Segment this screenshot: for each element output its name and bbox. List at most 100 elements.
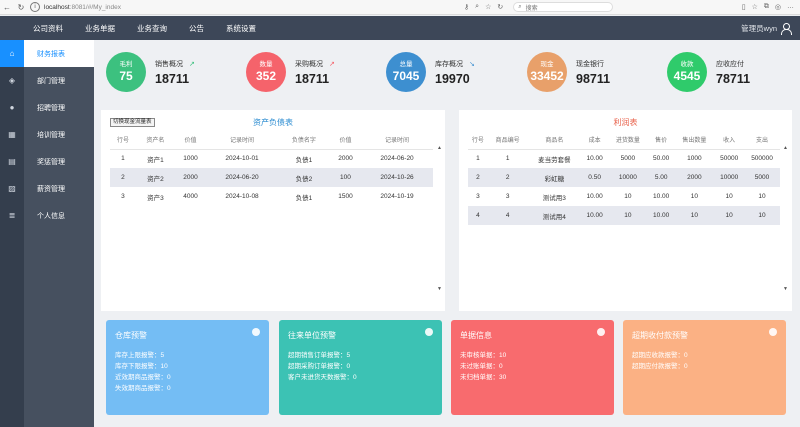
column-header: 商品编号 (487, 130, 528, 150)
info-icon[interactable]: i (30, 2, 40, 12)
menu-business-query[interactable]: 业务查询 (137, 23, 167, 33)
menu-business-docs[interactable]: 业务单据 (85, 23, 115, 33)
table-cell: 10000 (608, 168, 648, 187)
stat-receivable: 收款 4545 应收应付 78711 (667, 52, 750, 92)
table-cell: 10 (674, 206, 715, 225)
column-header: 资产名 (135, 130, 175, 150)
document-icon[interactable]: ▤ (8, 157, 16, 166)
favorites-icon[interactable]: ☆ (751, 4, 758, 11)
stat-value: 18711 (295, 71, 330, 86)
sidebar-item-rewards[interactable]: 奖惩管理 (37, 158, 65, 166)
table-row[interactable]: 2 2 彩虹糖 0.50 10000 5.00 2000 10000 5000 (468, 168, 780, 187)
collections-icon[interactable]: ⧉ (763, 3, 769, 10)
table-cell: 5000 (620, 155, 636, 163)
sidebar-item-training[interactable]: 培训管理 (37, 131, 65, 139)
table-cell: 2024-10-08 (225, 193, 259, 200)
address-bar[interactable]: localhost:8081/#/My_index (44, 4, 464, 11)
table-row[interactable]: 2 资产2 2000 2024-06-20 负债2 100 2024-10-26 (110, 168, 433, 187)
menu-company-info[interactable]: 公司资料 (33, 23, 63, 33)
list-icon[interactable]: ≣ (8, 211, 16, 220)
sidebar-item-financial-reports[interactable]: 财务报表 (24, 40, 94, 67)
card-line: 库存上限报警：5 (115, 352, 165, 359)
table-row[interactable]: 1 资产1 1000 2024-10-01 负债1 2000 2024-06-20 (110, 149, 433, 168)
scroll-up-icon[interactable]: ▲ (783, 145, 788, 151)
table-row[interactable]: 3 3 测试用3 10.00 10 10.00 10 10 10 (468, 187, 780, 206)
table-cell: 10 (744, 206, 780, 225)
table-cell: 4 (487, 206, 528, 225)
switch-cashflow-button[interactable]: 切换现金流量表 (110, 118, 155, 127)
table-cell: 2024-06-20 (206, 168, 278, 187)
stat-title: 应收应付 (716, 60, 744, 68)
table-cell: 50000 (720, 155, 739, 163)
table-cell: 资产2 (135, 168, 175, 187)
table-cell: 3 (505, 193, 510, 200)
person-icon[interactable]: ● (9, 103, 15, 112)
card-line: 失效期商品报警：0 (115, 385, 171, 392)
table-cell: 负债1 (295, 156, 313, 164)
more-icon[interactable]: … (787, 3, 794, 10)
back-icon[interactable]: ← (3, 2, 11, 12)
scroll-up-icon[interactable]: ▲ (437, 145, 442, 151)
table-cell: 2024-10-19 (380, 193, 414, 200)
user-menu[interactable]: 管理员wyn (741, 23, 792, 35)
card-line: 超期销售订单报警：5 (288, 352, 351, 359)
stat-title: 销售概况 (155, 60, 183, 68)
refresh-icon[interactable]: ↻ (17, 2, 25, 12)
table-cell: 1000 (687, 155, 702, 163)
card-line: 超期应付款报警：0 (632, 363, 688, 370)
sidebar-item-salary[interactable]: 薪资管理 (37, 185, 65, 193)
profit-table: 行号 商品编号 商品名 成本 进货数量 售价 售出数量 收入 支出 1 1 麦当劳套餐 10.00 50… (468, 130, 780, 225)
reload-icon[interactable]: ↻ (497, 4, 504, 11)
table-row[interactable]: 1 1 麦当劳套餐 10.00 5000 50.00 1000 50000 500000 (468, 149, 780, 168)
table-cell: 1000 (183, 155, 198, 163)
layers-icon[interactable]: ◈ (8, 76, 16, 85)
table-header-row: 行号 资产名 价值 记录时间 负债名字 价值 记录时间 (110, 130, 433, 150)
menu-announcement[interactable]: 公告 (189, 23, 204, 33)
table-row[interactable]: 4 4 测试用4 10.00 10 10.00 10 10 10 (468, 206, 780, 225)
sidebar-item-recruitment[interactable]: 招聘管理 (37, 104, 65, 112)
key-icon[interactable]: ⚷ (464, 4, 470, 11)
sidebar-item-profile[interactable]: 个人信息 (37, 212, 65, 220)
column-header: 商品名 (527, 130, 582, 150)
table-cell: 2024-10-01 (225, 155, 259, 163)
status-dot-icon (425, 328, 433, 336)
table-cell: 4 (468, 206, 488, 225)
table-cell: 2000 (674, 168, 715, 187)
menu-system-settings[interactable]: 系统设置 (226, 23, 256, 33)
sidebar-item-department[interactable]: 部门管理 (37, 77, 65, 85)
favorite-star-icon[interactable]: ☆ (485, 4, 492, 11)
user-avatar-icon (781, 23, 792, 35)
profit-panel: 利润表 行号 商品编号 商品名 成本 进货数量 售价 售出数量 收入 支出 1 1 麦当劳套餐 10.… (459, 110, 792, 311)
table-cell: 2000 (338, 155, 353, 163)
card-title: 单据信息 (460, 331, 492, 340)
card-line: 近效期商品报警：0 (115, 374, 171, 381)
stat-value: 98711 (576, 71, 611, 86)
stat-title: 库存概况 (435, 60, 463, 68)
card-line: 未归档单据：30 (460, 374, 507, 381)
table-row[interactable]: 3 资产3 4000 2024-10-08 负债1 1500 2024-10-19 (110, 187, 433, 206)
table-cell: 1 (121, 155, 125, 163)
url-path: :8081/#/My_index (69, 3, 121, 11)
stat-circle-value: 7045 (392, 69, 420, 83)
extension-icon[interactable]: ◎ (774, 4, 781, 11)
arrow-up-right-icon: ↗ (189, 60, 195, 68)
status-dot-icon (769, 328, 777, 336)
home-icon[interactable]: ⌂ (0, 40, 24, 67)
table-cell: 10 (624, 193, 632, 200)
calendar-icon[interactable]: ▦ (8, 130, 16, 139)
column-header: 记录时间 (361, 130, 433, 150)
balance-sheet-panel: 切换现金流量表 资产负债表 行号 资产名 价值 记录时间 负债名字 价值 记录时间 1 资产1… (101, 110, 445, 311)
scroll-down-icon[interactable]: ▼ (783, 286, 788, 292)
stat-circle-value: 75 (119, 69, 133, 83)
stat-sales: 毛利 75 销售概况 ↗ 18711 (106, 52, 195, 92)
status-dot-icon (597, 328, 605, 336)
chart-icon[interactable]: ▨ (8, 184, 16, 193)
table-header-row: 行号 商品编号 商品名 成本 进货数量 售价 售出数量 收入 支出 (468, 130, 780, 150)
stat-cash: 现金 33452 现金银行 98711 (527, 52, 610, 92)
stat-circle: 数量 352 (246, 52, 286, 92)
split-screen-icon[interactable]: ▯ (741, 4, 746, 11)
sidebar-icon-rail: ⌂ ◈ ● ▦ ▤ ▨ ≣ (0, 40, 24, 427)
scroll-down-icon[interactable]: ▼ (437, 286, 442, 292)
browser-search-input[interactable]: ⌕ 搜索 (513, 2, 614, 12)
zoom-icon[interactable]: ⌕ (475, 3, 480, 10)
